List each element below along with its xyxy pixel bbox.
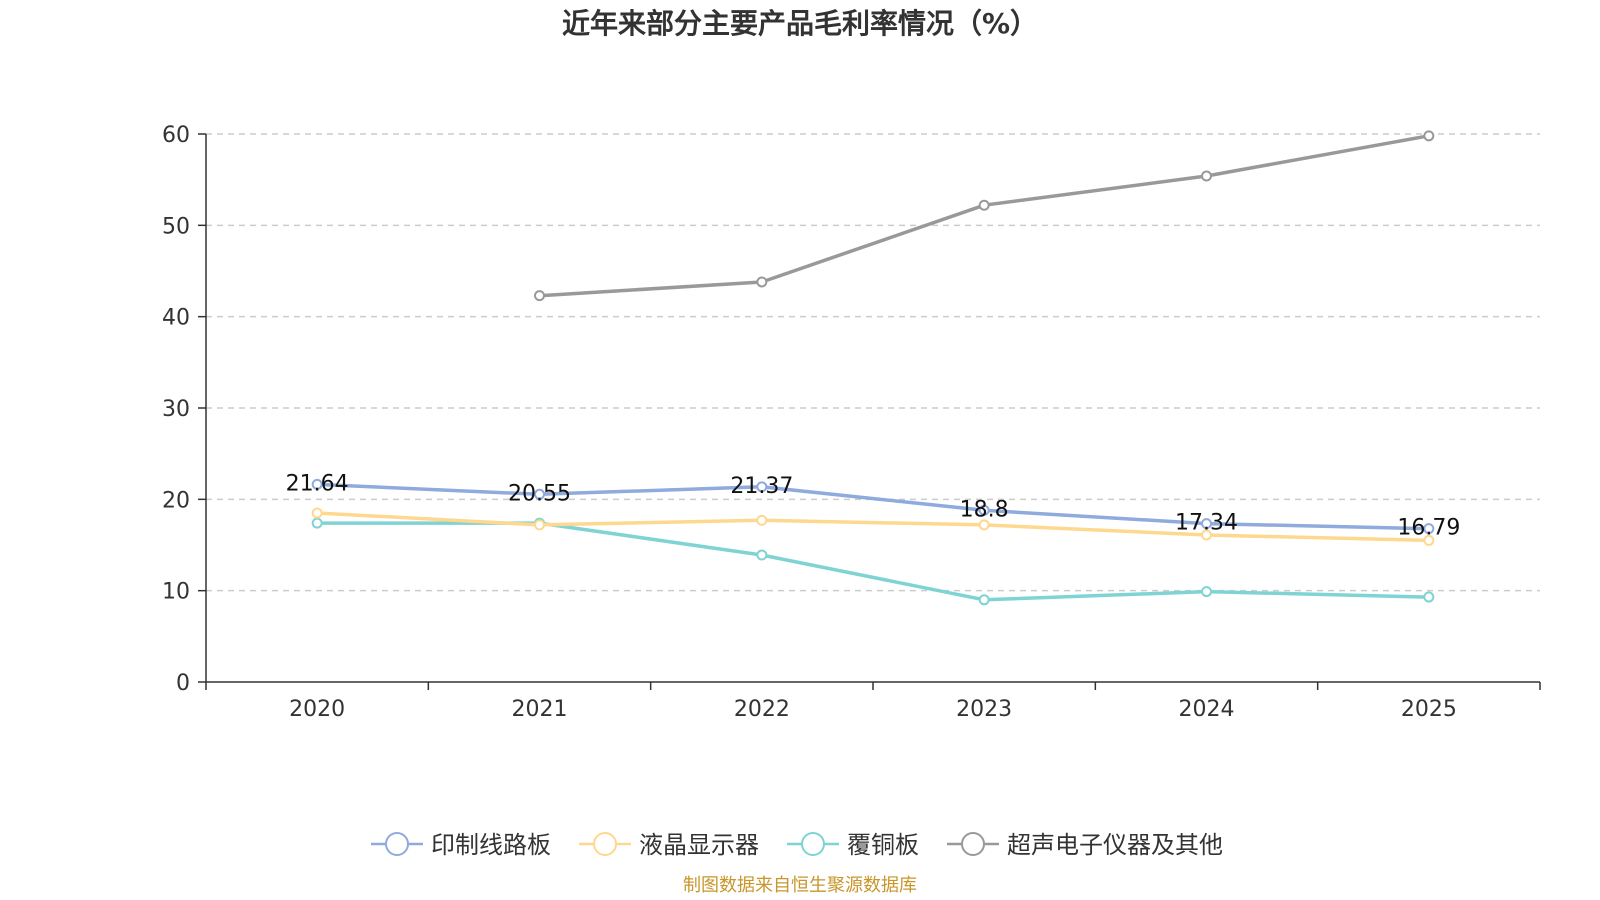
y-tick-label-20: 20 bbox=[162, 488, 190, 513]
data-point-0-2022 bbox=[756, 481, 768, 493]
data-point-3-2025 bbox=[1423, 130, 1435, 142]
data-label-0-2020: 21.64 bbox=[286, 471, 349, 496]
legend-item-2[interactable]: 覆铜板 bbox=[787, 831, 919, 859]
x-tick-label-2020: 2020 bbox=[289, 697, 345, 722]
data-point-3-2022 bbox=[756, 276, 768, 288]
y-tick-label-0: 0 bbox=[176, 671, 190, 696]
data-point-0-2023 bbox=[978, 504, 990, 516]
legend-label: 印制线路板 bbox=[431, 831, 551, 859]
data-point-2-2023 bbox=[978, 594, 990, 606]
data-point-3-2021 bbox=[534, 290, 545, 302]
legend-circle-icon bbox=[801, 832, 825, 856]
grid-lines bbox=[206, 133, 1540, 592]
data-point-2-2022 bbox=[756, 549, 768, 561]
x-tick-label-2023: 2023 bbox=[956, 697, 1012, 722]
data-point-1-2023 bbox=[978, 519, 990, 531]
data-label-0-2025: 16.79 bbox=[1397, 516, 1460, 541]
legend-circle-icon bbox=[593, 832, 617, 856]
data-point-0-2020 bbox=[311, 478, 323, 490]
data-label-0-2021: 20.55 bbox=[508, 481, 571, 506]
data-labels: 21.64 20.55 21.37 18.8 17.34 16.79 bbox=[286, 471, 1461, 540]
x-tick-label-2025: 2025 bbox=[1401, 697, 1457, 722]
legend-item-0[interactable]: 印制线路板 bbox=[371, 831, 551, 859]
legend-label: 超声电子仪器及其他 bbox=[1007, 831, 1223, 859]
legend-circle-icon bbox=[385, 832, 409, 856]
axes: 0 10 20 30 40 50 60 2020 2021 2022 2023 2024 2025 bbox=[162, 123, 1541, 722]
data-point-0-2024 bbox=[1201, 518, 1212, 530]
legend: 印制线路板 液晶显示器 覆铜板 超声电子仪器及其他 bbox=[371, 831, 1223, 859]
data-label-0-2024: 17.34 bbox=[1175, 511, 1238, 536]
series-3 bbox=[534, 130, 1435, 302]
y-tick-label-10: 10 bbox=[162, 580, 190, 605]
chart-title: 近年来部分主要产品毛利率情况（%） bbox=[562, 7, 1038, 40]
legend-item-3[interactable]: 超声电子仪器及其他 bbox=[947, 831, 1223, 859]
series-0 bbox=[311, 478, 1435, 535]
data-point-2-2020 bbox=[311, 517, 323, 529]
legend-label: 液晶显示器 bbox=[639, 831, 759, 859]
data-point-2-2025 bbox=[1423, 591, 1435, 603]
legend-label: 覆铜板 bbox=[847, 831, 919, 859]
data-point-1-2025 bbox=[1423, 534, 1435, 546]
data-point-1-2022 bbox=[756, 514, 768, 526]
x-tick-label-2022: 2022 bbox=[734, 697, 790, 722]
data-point-3-2024 bbox=[1201, 170, 1212, 182]
source-note: 制图数据来自恒生聚源数据库 bbox=[683, 875, 917, 896]
y-tick-label-30: 30 bbox=[162, 397, 190, 422]
data-point-1-2020 bbox=[311, 507, 323, 519]
series-1 bbox=[311, 507, 1435, 546]
y-tick-label-40: 40 bbox=[162, 306, 190, 331]
data-point-1-2021 bbox=[534, 519, 545, 531]
legend-circle-icon bbox=[961, 832, 985, 856]
data-point-0-2025 bbox=[1423, 523, 1435, 535]
legend-item-1[interactable]: 液晶显示器 bbox=[579, 831, 759, 859]
data-label-0-2023: 18.8 bbox=[960, 497, 1009, 522]
data-point-0-2021 bbox=[534, 488, 545, 500]
x-tick-label-2024: 2024 bbox=[1179, 697, 1235, 722]
series-line-1 bbox=[317, 511, 1429, 543]
data-point-2-2024 bbox=[1201, 586, 1212, 598]
series-lines bbox=[311, 130, 1435, 606]
y-tick-label-60: 60 bbox=[162, 123, 190, 148]
series-2 bbox=[311, 517, 1435, 606]
data-label-0-2022: 21.37 bbox=[730, 474, 793, 499]
data-point-3-2023 bbox=[978, 199, 990, 211]
x-tick-label-2021: 2021 bbox=[512, 697, 568, 722]
y-tick-label-50: 50 bbox=[162, 214, 190, 239]
series-line-3 bbox=[539, 134, 1430, 298]
series-line-0 bbox=[317, 482, 1429, 531]
data-point-1-2024 bbox=[1201, 529, 1212, 541]
